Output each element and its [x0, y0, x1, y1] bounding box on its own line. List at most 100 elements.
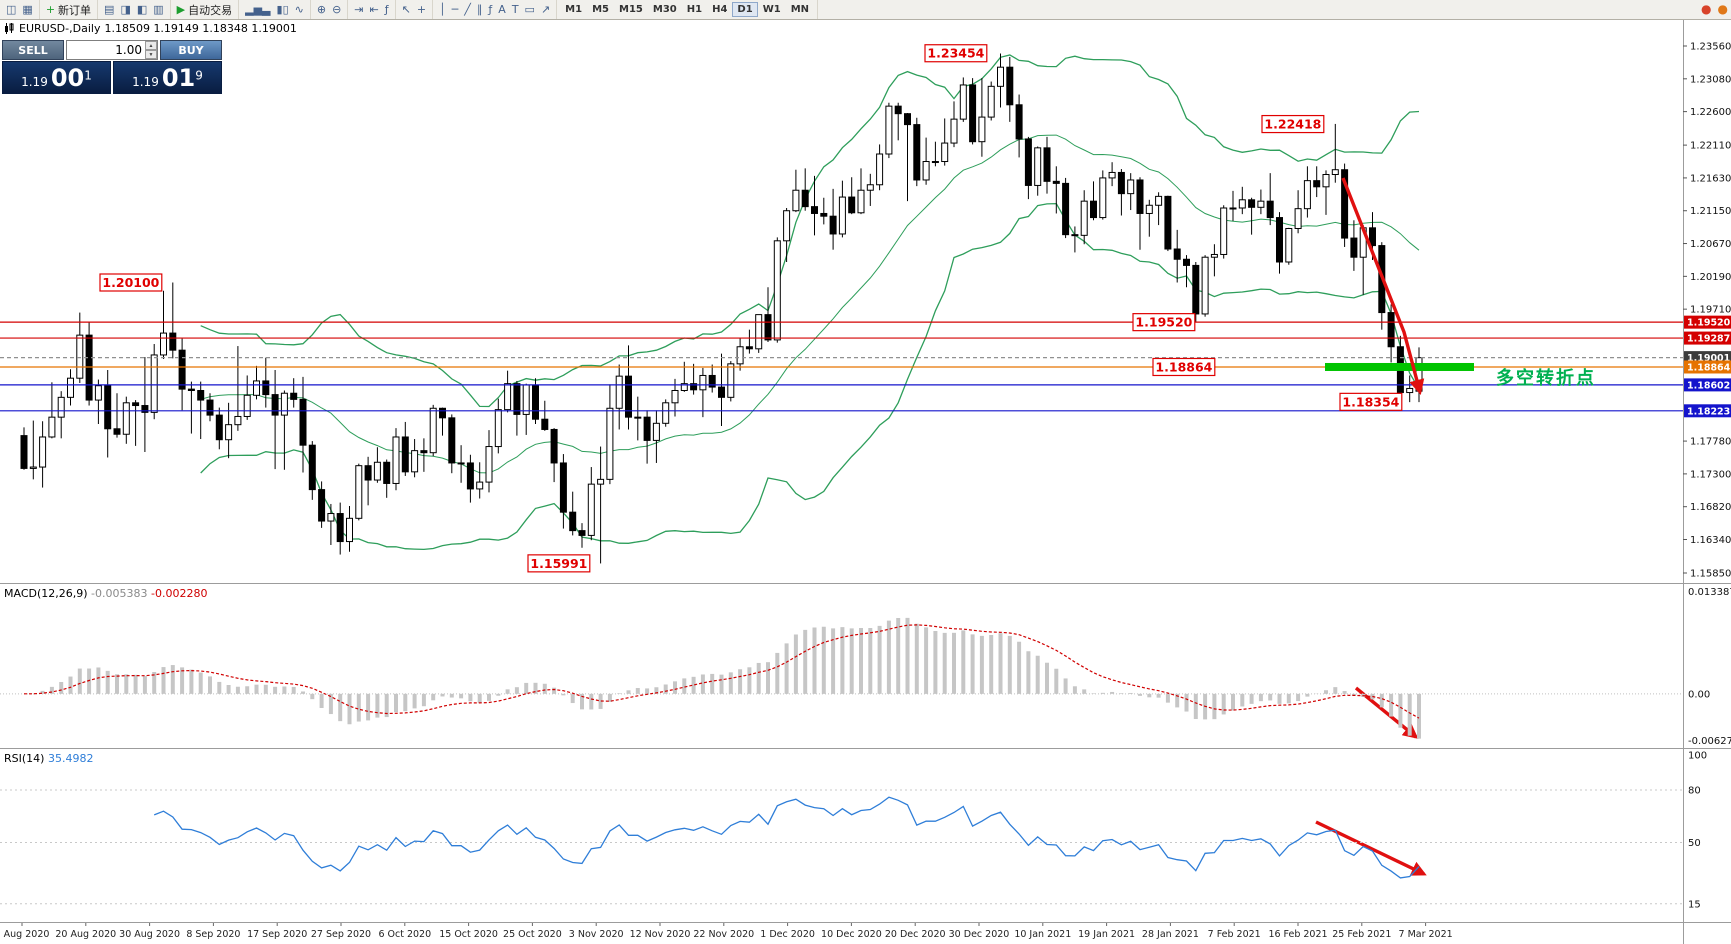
macd-signal-line: [24, 624, 1420, 719]
svg-text:1.19520: 1.19520: [1687, 318, 1731, 329]
rsi-axis-label: 15: [1688, 899, 1701, 910]
cursor-icon[interactable]: ↖: [399, 1, 414, 18]
price-axis-label: 1.15850: [1690, 569, 1731, 580]
tile-windows-icon[interactable]: ▦: [19, 1, 35, 18]
zoom-out-icon[interactable]: ⊖: [329, 1, 344, 18]
vertical-line-icon[interactable]: │: [436, 1, 449, 18]
time-axis[interactable]: 1 Aug 2020 20 Aug 2020 30 Aug 2020 8 Sep 20…: [0, 923, 1453, 940]
date-label: 17 Sep 2020: [247, 929, 307, 940]
price-annotation-text: 1.15991: [530, 556, 587, 571]
record-icon[interactable]: ●: [1715, 1, 1731, 18]
tf-m30[interactable]: M30: [648, 2, 682, 17]
volume-up-button[interactable]: ▲: [145, 41, 157, 50]
price-annotation-1.18864[interactable]: [1152, 357, 1216, 377]
zoom-in-icon[interactable]: ⊕: [314, 1, 329, 18]
price-annotation-1.23454[interactable]: [924, 44, 988, 63]
data-window-icon[interactable]: ◨: [117, 1, 133, 18]
symbol-label: EURUSD-,Daily: [19, 22, 101, 35]
macd-axis-label: -0.006277: [1688, 736, 1731, 747]
macd-axis-label: 0.013387: [1688, 587, 1731, 598]
channel-icon-glyph: ∥: [476, 3, 483, 16]
symbol-info: EURUSD-,Daily 1.18509 1.19149 1.18348 1.…: [4, 22, 297, 35]
ask-price[interactable]: 1.19 019: [113, 61, 222, 94]
navigator-icon[interactable]: ◧: [134, 1, 150, 18]
autotrading-button[interactable]: ▶ 自动交易: [174, 1, 235, 18]
tf-h4[interactable]: H4: [707, 2, 732, 17]
date-label: 15 Oct 2020: [439, 929, 498, 940]
highlight-zone[interactable]: [1325, 362, 1474, 371]
toolbar-group-scroll: ⇥ ⇤ ƒ: [348, 0, 396, 19]
arrow-tool-icon[interactable]: ↗: [538, 1, 553, 18]
date-label: 30 Aug 2020: [119, 929, 180, 940]
tf-mn[interactable]: MN: [786, 2, 814, 17]
toolbar-group-zoom: ⊕ ⊖: [311, 0, 349, 19]
terminal-icon[interactable]: ▥: [150, 1, 166, 18]
fibonacci-icon[interactable]: ƒ: [485, 1, 495, 18]
bar-chart-icon[interactable]: ▂▅▃: [242, 1, 273, 18]
market-watch-icon[interactable]: ▤: [101, 1, 117, 18]
rsi-value: 35.4982: [47, 752, 94, 765]
price-axis-label: 1.22110: [1690, 141, 1731, 152]
toolbar-group-timeframes: M1 M5 M15 M30 H1 H4 D1 W1 MN: [557, 0, 819, 19]
price-annotation-text: 1.18864: [1155, 359, 1212, 374]
candlestick-chart-icon-glyph: ▮▯: [276, 3, 289, 16]
chart-window-icon[interactable]: ◫: [3, 1, 19, 18]
price-axis-label: 1.16820: [1690, 502, 1731, 513]
shapes-icon[interactable]: ▭: [522, 1, 538, 18]
indicators-icon[interactable]: ƒ: [382, 1, 392, 18]
toolbar-group-windows: ◫ ▦: [0, 0, 40, 19]
bid-price[interactable]: 1.19 001: [2, 61, 111, 94]
alert-icon[interactable]: ●: [1698, 1, 1714, 18]
price-axis-label: 1.17780: [1690, 437, 1731, 448]
vertical-line-icon-glyph: │: [439, 3, 446, 16]
tf-d1[interactable]: D1: [732, 2, 758, 17]
tf-m1[interactable]: M1: [560, 2, 587, 17]
channel-icon[interactable]: ∥: [474, 1, 486, 18]
toolbar-group-chart-types: ▂▅▃ ▮▯ ∿: [239, 0, 311, 19]
date-label: 20 Aug 2020: [55, 929, 116, 940]
fibonacci-icon-glyph: ƒ: [488, 3, 493, 16]
price-annotation-1.20100[interactable]: [99, 273, 163, 292]
label-icon[interactable]: T: [509, 1, 522, 18]
trend-arrow-macd[interactable]: [1354, 686, 1419, 739]
tf-w1[interactable]: W1: [758, 2, 786, 17]
buy-button[interactable]: BUY: [160, 40, 222, 60]
bollinger-lower-band: [200, 202, 1420, 551]
toolbar-right-icons: ● ●: [1698, 1, 1731, 18]
price-annotation-1.18354[interactable]: [1339, 392, 1403, 411]
tf-h1[interactable]: H1: [682, 2, 707, 17]
date-label: 7 Mar 2021: [1399, 929, 1453, 940]
volume-value[interactable]: 1.00: [115, 43, 142, 57]
line-chart-icon-glyph: ∿: [294, 3, 304, 16]
toolbar: ◫ ▦ + 新订单 ▤ ◨ ◧ ▥ ▶ 自动交易 ▂▅▃ ▮▯ ∿ ⊕ ⊖ ⇥ ⇤ ƒ ↖ + │ ─ ╱ ∥ ƒ A T ▭ ↗ M1 M…: [0, 0, 1731, 20]
sell-button[interactable]: SELL: [2, 40, 64, 60]
tf-m5[interactable]: M5: [587, 2, 614, 17]
macd-indicator-label: MACD(12,26,9) -0.005383 -0.002280: [4, 587, 208, 600]
new-order-button[interactable]: + 新订单: [43, 1, 94, 18]
chart-shift-icon[interactable]: ⇤: [367, 1, 382, 18]
date-label: 30 Dec 2020: [949, 929, 1010, 940]
trend-arrow-main[interactable]: [1341, 177, 1425, 395]
horizontal-line-icon[interactable]: ─: [449, 1, 462, 18]
trendline-icon[interactable]: ╱: [461, 1, 474, 18]
price-annotation-1.15991[interactable]: [527, 554, 591, 573]
terminal-icon-glyph: ▥: [153, 3, 164, 16]
price-annotation-1.22418[interactable]: [1261, 114, 1325, 134]
candlestick-chart-icon[interactable]: ▮▯: [274, 1, 292, 18]
volume-down-button[interactable]: ▼: [145, 50, 157, 59]
price-axis-label: 1.23080: [1690, 74, 1731, 85]
price-axis[interactable]: 1.23560 1.23080 1.22600 1.22110 1.21630 1.211…: [1683, 42, 1731, 580]
turning-point-note[interactable]: 多空转折点: [1496, 368, 1596, 389]
auto-scroll-icon[interactable]: ⇥: [351, 1, 366, 18]
text-icon[interactable]: A: [495, 1, 509, 18]
bar-chart-icon-glyph: ▂▅▃: [245, 3, 271, 16]
price-axis-label: 1.22600: [1690, 107, 1731, 118]
tf-m15[interactable]: M15: [614, 2, 648, 17]
ohlc-values: 1.18509 1.19149 1.18348 1.19001: [104, 22, 297, 35]
volume-input[interactable]: 1.00 ▲ ▼: [66, 40, 158, 60]
line-chart-icon[interactable]: ∿: [292, 1, 307, 18]
crosshair-icon[interactable]: +: [414, 1, 429, 18]
price-annotation-1.19520[interactable]: [1132, 313, 1196, 332]
